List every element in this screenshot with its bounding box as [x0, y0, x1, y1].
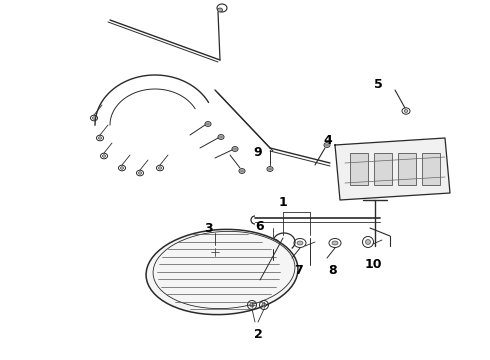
Text: 6: 6 [256, 220, 264, 233]
Ellipse shape [269, 168, 271, 170]
Ellipse shape [212, 248, 219, 256]
Ellipse shape [326, 144, 328, 146]
Ellipse shape [234, 148, 236, 150]
Bar [350, 153, 368, 185]
Ellipse shape [250, 303, 254, 307]
Ellipse shape [297, 241, 303, 245]
Text: 1: 1 [279, 197, 287, 210]
Ellipse shape [404, 109, 408, 112]
Ellipse shape [220, 136, 222, 138]
Ellipse shape [332, 241, 338, 245]
Ellipse shape [146, 229, 298, 315]
Text: 3: 3 [204, 222, 212, 235]
Ellipse shape [366, 239, 370, 244]
Bar [374, 153, 392, 185]
Text: 8: 8 [329, 264, 337, 276]
Text: 7: 7 [294, 264, 302, 276]
Ellipse shape [158, 167, 162, 169]
Ellipse shape [121, 167, 123, 169]
Ellipse shape [102, 155, 105, 157]
Bar [398, 153, 416, 185]
Text: 2: 2 [254, 328, 262, 342]
Ellipse shape [207, 123, 209, 125]
Text: 9: 9 [254, 147, 262, 159]
Bar [422, 153, 440, 185]
Text: 5: 5 [374, 78, 382, 91]
Ellipse shape [93, 117, 96, 119]
Ellipse shape [139, 172, 142, 174]
Text: 10: 10 [364, 257, 382, 270]
Text: 4: 4 [323, 134, 332, 147]
Ellipse shape [218, 8, 222, 12]
Ellipse shape [262, 303, 266, 307]
Polygon shape [335, 138, 450, 200]
Ellipse shape [98, 137, 101, 139]
Ellipse shape [241, 170, 244, 172]
Ellipse shape [270, 242, 276, 247]
